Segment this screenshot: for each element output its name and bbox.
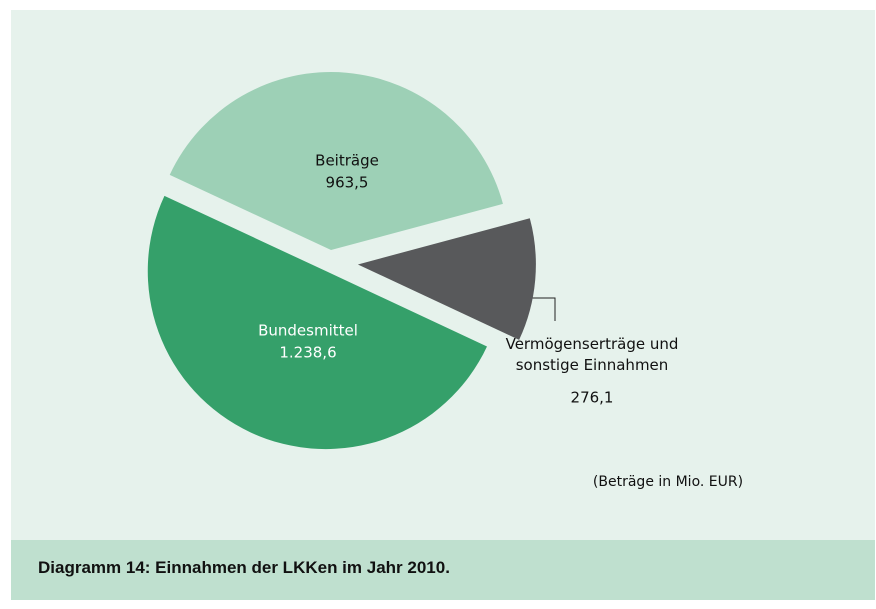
slice-label: Beiträge: [315, 151, 379, 170]
pie-slice: [357, 218, 536, 340]
slice-label: Bundesmittel: [258, 321, 358, 340]
pie-slice: [147, 195, 487, 450]
pie-slice: [169, 72, 503, 251]
unit-note: (Beträge in Mio. EUR): [592, 474, 744, 490]
slice-label: Vermögenserträge und sonstige Einnahmen: [505, 335, 679, 374]
slice-value: 963,5: [325, 173, 369, 192]
slice-value: 1.238,6: [279, 343, 337, 362]
chart-title: Diagramm 14: Einnahmen der LKKen im Jahr…: [38, 558, 450, 577]
slice-value: 276,1: [570, 388, 614, 407]
caption-band: [11, 540, 875, 600]
